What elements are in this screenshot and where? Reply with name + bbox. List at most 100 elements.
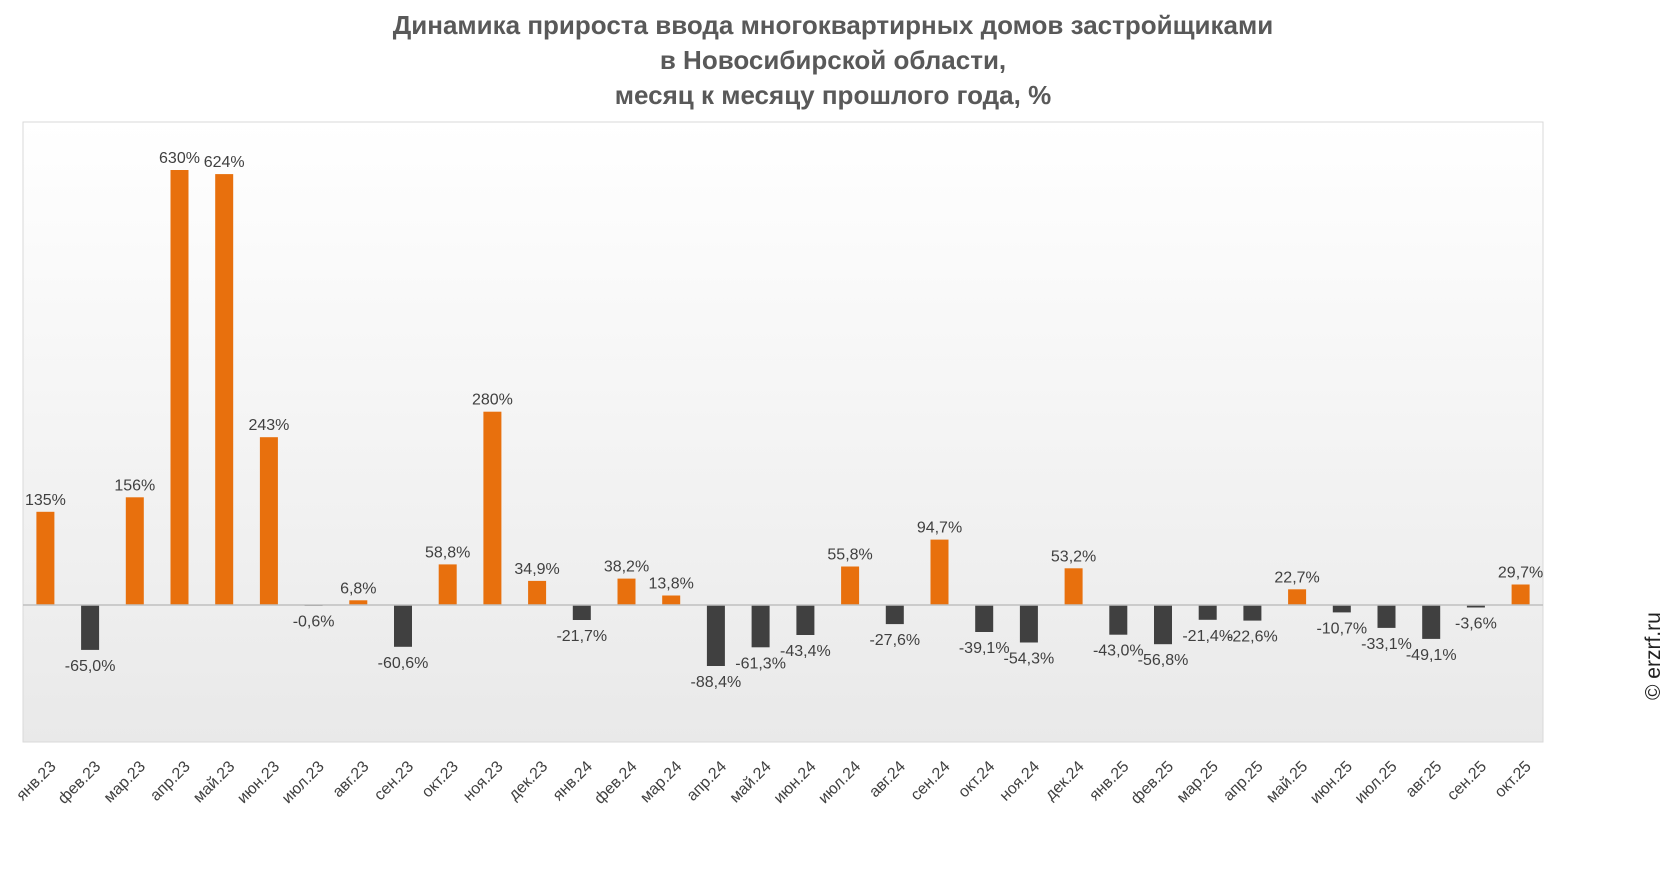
data-label-апр.24: -88,4% — [691, 674, 742, 691]
data-label-ноя.23: 280% — [472, 392, 513, 409]
bar-фев.24 — [617, 578, 636, 605]
data-label-май.24: -61,3% — [735, 655, 786, 672]
bar-апр.25 — [1243, 605, 1262, 621]
x-tick-май.25: май.25 — [1263, 758, 1311, 806]
data-label-авг.23: 6,8% — [340, 580, 376, 597]
chart-title: Динамика прироста ввода многоквартирных … — [0, 8, 1666, 113]
bar-апр.24 — [706, 605, 725, 666]
data-label-фев.24: 38,2% — [604, 559, 649, 576]
x-tick-июл.25: июл.25 — [1352, 758, 1401, 807]
bar-апр.23 — [170, 170, 189, 605]
bar-май.24 — [751, 605, 770, 648]
x-tick-янв.23: янв.23 — [13, 758, 59, 804]
data-label-мар.25: -21,4% — [1182, 628, 1233, 645]
data-label-июл.23: -0,6% — [293, 613, 335, 630]
data-label-май.23: 624% — [204, 154, 245, 171]
data-label-сен.24: 94,7% — [917, 520, 962, 537]
data-label-июн.23: 243% — [248, 417, 289, 434]
x-tick-янв.25: янв.25 — [1086, 758, 1132, 804]
data-label-янв.24: -21,7% — [556, 628, 607, 645]
bar-окт.25 — [1511, 584, 1530, 605]
bar-июн.23 — [259, 437, 278, 605]
bar-окт.23 — [438, 564, 457, 605]
x-tick-сен.25: сен.25 — [1444, 758, 1490, 804]
bar-авг.23 — [349, 600, 368, 605]
x-tick-апр.23: апр.23 — [147, 758, 194, 805]
x-tick-апр.24: апр.24 — [684, 758, 731, 805]
chart-title-line-1: Динамика прироста ввода многоквартирных … — [392, 10, 1274, 40]
x-tick-окт.25: окт.25 — [1492, 758, 1535, 801]
bars-group — [36, 170, 1530, 666]
x-tick-июн.24: июн.24 — [771, 758, 820, 807]
data-label-июл.25: -33,1% — [1361, 636, 1412, 653]
bar-июл.24 — [841, 566, 860, 605]
data-label-авг.25: -49,1% — [1406, 647, 1457, 664]
x-tick-сен.23: сен.23 — [371, 758, 417, 804]
x-tick-фев.23: фев.23 — [55, 758, 104, 807]
x-tick-окт.23: окт.23 — [419, 758, 462, 801]
bar-авг.24 — [885, 605, 904, 625]
x-tick-дек.23: дек.23 — [506, 758, 552, 804]
data-label-июн.25: -10,7% — [1316, 620, 1367, 637]
bar-янв.25 — [1109, 605, 1128, 635]
x-axis-tick-labels: янв.23фев.23мар.23апр.23май.23июн.23июл.… — [13, 758, 1534, 807]
bar-авг.25 — [1422, 605, 1441, 639]
x-tick-окт.24: окт.24 — [955, 758, 998, 801]
bar-май.25 — [1288, 589, 1307, 605]
x-tick-июн.23: июн.23 — [234, 758, 283, 807]
bar-мар.24 — [662, 595, 681, 605]
chart-title-line-2: в Новосибирской области, — [659, 45, 1007, 75]
x-tick-ноя.24: ноя.24 — [997, 758, 1043, 804]
data-label-ноя.24: -54,3% — [1004, 651, 1055, 668]
data-label-июл.24: 55,8% — [827, 547, 872, 564]
bar-ноя.23 — [483, 411, 502, 605]
x-tick-июл.24: июл.24 — [815, 758, 864, 807]
data-label-дек.23: 34,9% — [514, 561, 559, 578]
bar-июн.25 — [1332, 605, 1351, 613]
bar-июн.24 — [796, 605, 815, 635]
bar-янв.23 — [36, 511, 55, 605]
bar-окт.24 — [975, 605, 994, 632]
bar-сен.24 — [930, 539, 949, 605]
data-label-фев.25: -56,8% — [1138, 652, 1189, 669]
data-label-май.25: 22,7% — [1274, 569, 1319, 586]
data-label-дек.24: 53,2% — [1051, 548, 1096, 565]
bar-ноя.24 — [1019, 605, 1038, 643]
bar-мар.23 — [125, 497, 144, 605]
x-tick-май.23: май.23 — [190, 758, 238, 806]
x-tick-янв.24: янв.24 — [550, 758, 596, 804]
bar-фев.23 — [81, 605, 100, 650]
data-label-окт.25: 29,7% — [1498, 565, 1543, 582]
bar-сен.23 — [394, 605, 412, 647]
data-label-янв.23: 135% — [25, 492, 66, 509]
x-tick-авг.25: авг.25 — [1403, 758, 1446, 801]
x-tick-ноя.23: ноя.23 — [460, 758, 506, 804]
bar-фев.25 — [1154, 605, 1172, 645]
data-label-сен.25: -3,6% — [1455, 616, 1497, 633]
data-labels-group: 135% -65,0% 156% 630% 624% 243% -0,6% 6,8% -60,6… — [25, 150, 1543, 691]
bar-дек.24 — [1064, 568, 1083, 605]
chart-title-line-3: месяц к месяцу прошлого года, % — [614, 80, 1052, 110]
x-tick-фев.24: фев.24 — [591, 758, 640, 807]
data-label-авг.24: -27,6% — [869, 632, 920, 649]
plot-area — [22, 121, 1544, 743]
x-tick-июн.25: июн.25 — [1307, 758, 1356, 807]
data-label-мар.24: 13,8% — [649, 576, 694, 593]
data-label-сен.23: -60,6% — [378, 655, 429, 672]
x-tick-мар.24: мар.24 — [637, 758, 685, 806]
x-tick-дек.24: дек.24 — [1042, 758, 1088, 804]
data-label-янв.25: -43,0% — [1093, 643, 1144, 660]
x-tick-апр.25: апр.25 — [1220, 758, 1267, 805]
data-label-апр.23: 630% — [159, 150, 200, 167]
bar-дек.23 — [528, 580, 547, 605]
data-label-апр.25: -22,6% — [1227, 629, 1278, 646]
x-tick-май.24: май.24 — [727, 758, 775, 806]
x-tick-фев.25: фев.25 — [1128, 758, 1177, 807]
x-tick-авг.23: авг.23 — [330, 758, 373, 801]
x-tick-июл.23: июл.23 — [279, 758, 328, 807]
data-label-окт.23: 58,8% — [425, 544, 470, 561]
data-label-окт.24: -39,1% — [959, 640, 1010, 657]
x-tick-мар.25: мар.25 — [1174, 758, 1222, 806]
data-label-июн.24: -43,4% — [780, 643, 831, 660]
